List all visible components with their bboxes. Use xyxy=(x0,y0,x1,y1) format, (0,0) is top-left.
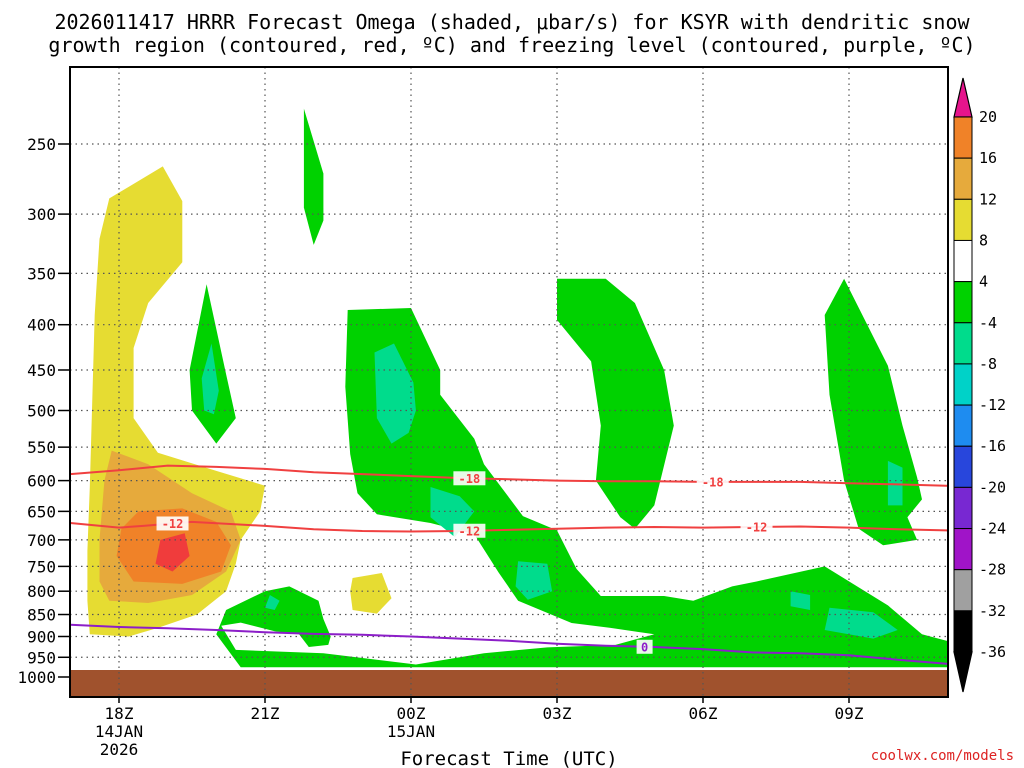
omega-negative-8-12-region-1 xyxy=(201,343,219,415)
colorbar-swatch--4 xyxy=(953,281,973,324)
y-tick-label-450: 450 xyxy=(27,361,56,380)
dgz-contour--12-label-1: -12 xyxy=(162,517,184,531)
dgz-contour--18-label-bg-1 xyxy=(453,471,486,486)
colorbar-swatch--8 xyxy=(953,322,973,365)
colorbar-swatch-4 xyxy=(953,239,973,283)
colorbar-label--36: -36 xyxy=(979,643,1006,661)
omega-negative-8-12-region-2 xyxy=(374,343,416,444)
dgz-contour--18-label-1: -18 xyxy=(459,472,481,486)
x-tick-label-03Z: 03Z xyxy=(543,704,572,723)
omega-positive-16-20-region-1 xyxy=(155,533,190,572)
y-tick-label-300: 300 xyxy=(27,205,56,224)
dgz-contour--18-label-bg-2 xyxy=(696,474,729,489)
colorbar-label--20: -20 xyxy=(979,478,1006,496)
freezing-level-contour-0 xyxy=(70,623,948,665)
dgz-contour--12-label-2: -12 xyxy=(459,524,481,538)
colorbar-swatch-8 xyxy=(953,198,973,241)
omega-negative-4-8-region-5 xyxy=(824,278,922,546)
dgz-contour--12-label-bg-3 xyxy=(740,519,773,534)
dgz-contour--12-label-3: -12 xyxy=(746,520,768,534)
x-tick-label-21Z: 21Z xyxy=(251,704,280,723)
freezing-level-contour-0-label-bg-1 xyxy=(636,639,653,654)
freezing-level-contour-0-label-1: 0 xyxy=(641,640,648,654)
y-tick-label-250: 250 xyxy=(27,135,56,154)
omega-negative-4-8-region-2 xyxy=(303,108,324,245)
dgz-contour--18-label-2: -18 xyxy=(702,475,724,489)
colorbar-label--28: -28 xyxy=(979,561,1006,579)
colorbar-swatch--16 xyxy=(953,404,973,447)
colorbar-label--8: -8 xyxy=(979,355,997,373)
colorbar-label-12: 12 xyxy=(979,190,997,208)
plot-grid xyxy=(70,67,948,697)
colorbar-swatch--12 xyxy=(953,363,973,406)
y-tick-label-400: 400 xyxy=(27,316,56,335)
y-tick-label-700: 700 xyxy=(27,531,56,550)
y-tick-label-1000: 1000 xyxy=(17,668,56,687)
omega-negative-8-12-region-5 xyxy=(265,595,280,610)
y-tick-label-650: 650 xyxy=(27,502,56,521)
dgz-contour--12 xyxy=(70,520,948,533)
colorbar-label--16: -16 xyxy=(979,437,1006,455)
y-tick-label-350: 350 xyxy=(27,264,56,283)
omega-shaded-fields xyxy=(87,108,948,668)
colorbar-swatch-16 xyxy=(953,116,973,159)
chart-title-line-1: 2026011417 HRRR Forecast Omega (shaded, … xyxy=(54,10,970,34)
omega-negative-8-12-region-4 xyxy=(515,561,553,600)
y-tick-label-850: 850 xyxy=(27,606,56,625)
omega-negative-4-8-region-4 xyxy=(557,278,674,529)
x-tick-label-09Z: 09Z xyxy=(835,704,864,723)
x-tick-label-18Z: 18Z xyxy=(105,704,134,723)
ground-strip xyxy=(70,670,948,697)
dgz-contour--12-label-bg-1 xyxy=(156,516,189,531)
chart-title-line-2: growth region (contoured, red, ºC) and f… xyxy=(48,33,975,57)
colorbar-bottom-arrow xyxy=(953,651,973,693)
colorbar-swatch--24 xyxy=(953,486,973,530)
colorbar-label--32: -32 xyxy=(979,602,1006,620)
colorbar-swatch--28 xyxy=(953,528,973,571)
y-tick-label-950: 950 xyxy=(27,648,56,667)
colorbar-label--4: -4 xyxy=(979,314,997,332)
y-tick-label-500: 500 xyxy=(27,402,56,421)
x-tick-label-00Z: 00Z xyxy=(397,704,426,723)
x-tick-date-00Z: 15JAN xyxy=(387,722,435,741)
colorbar-swatch--32 xyxy=(953,569,973,612)
plot-frame xyxy=(69,66,949,698)
y-tick-label-600: 600 xyxy=(27,472,56,491)
x-axis-label: Forecast Time (UTC) xyxy=(400,748,617,768)
x-tick-date-18Z: 14JAN xyxy=(95,722,143,741)
omega-negative-8-12-region-8 xyxy=(887,460,903,506)
pressure-axis: 250 300 350 400 450 500 550 600 650 700 750 800 850 9… xyxy=(17,135,70,687)
x-tick-label-06Z: 06Z xyxy=(689,704,718,723)
y-tick-label-550: 550 xyxy=(27,438,56,457)
temperature-contours xyxy=(70,464,948,665)
colorbar: 20 16 12 8 4 -4 -8 -12 -16 -20 -24 -28 -32 -36 xyxy=(953,77,1006,693)
dgz-contour--12-label-bg-2 xyxy=(453,523,486,538)
dgz-contour--18 xyxy=(70,464,948,487)
colorbar-label--24: -24 xyxy=(979,520,1006,538)
colorbar-top-arrow xyxy=(953,77,973,118)
colorbar-label-4: 4 xyxy=(979,273,988,291)
colorbar-label--12: -12 xyxy=(979,396,1006,414)
colorbar-label-20: 20 xyxy=(979,108,997,126)
colorbar-swatch--20 xyxy=(953,445,973,488)
x-tick-year-18Z: 2026 xyxy=(100,740,139,759)
contour-labels: -18 -18 -12 -12 -12 0 xyxy=(156,471,773,654)
colorbar-swatch--36 xyxy=(953,610,973,653)
y-tick-label-800: 800 xyxy=(27,582,56,601)
colorbar-swatch-12 xyxy=(953,157,973,200)
y-tick-label-750: 750 xyxy=(27,557,56,576)
omega-positive-4-8-region-2 xyxy=(350,573,392,614)
omega-negative-8-12-region-6 xyxy=(790,591,811,610)
colorbar-label-8: 8 xyxy=(979,231,988,249)
y-tick-label-900: 900 xyxy=(27,627,56,646)
colorbar-label-16: 16 xyxy=(979,149,997,167)
credit-text: coolwx.com/models xyxy=(871,748,1014,764)
omega-negative-8-12-region-7 xyxy=(824,607,898,639)
